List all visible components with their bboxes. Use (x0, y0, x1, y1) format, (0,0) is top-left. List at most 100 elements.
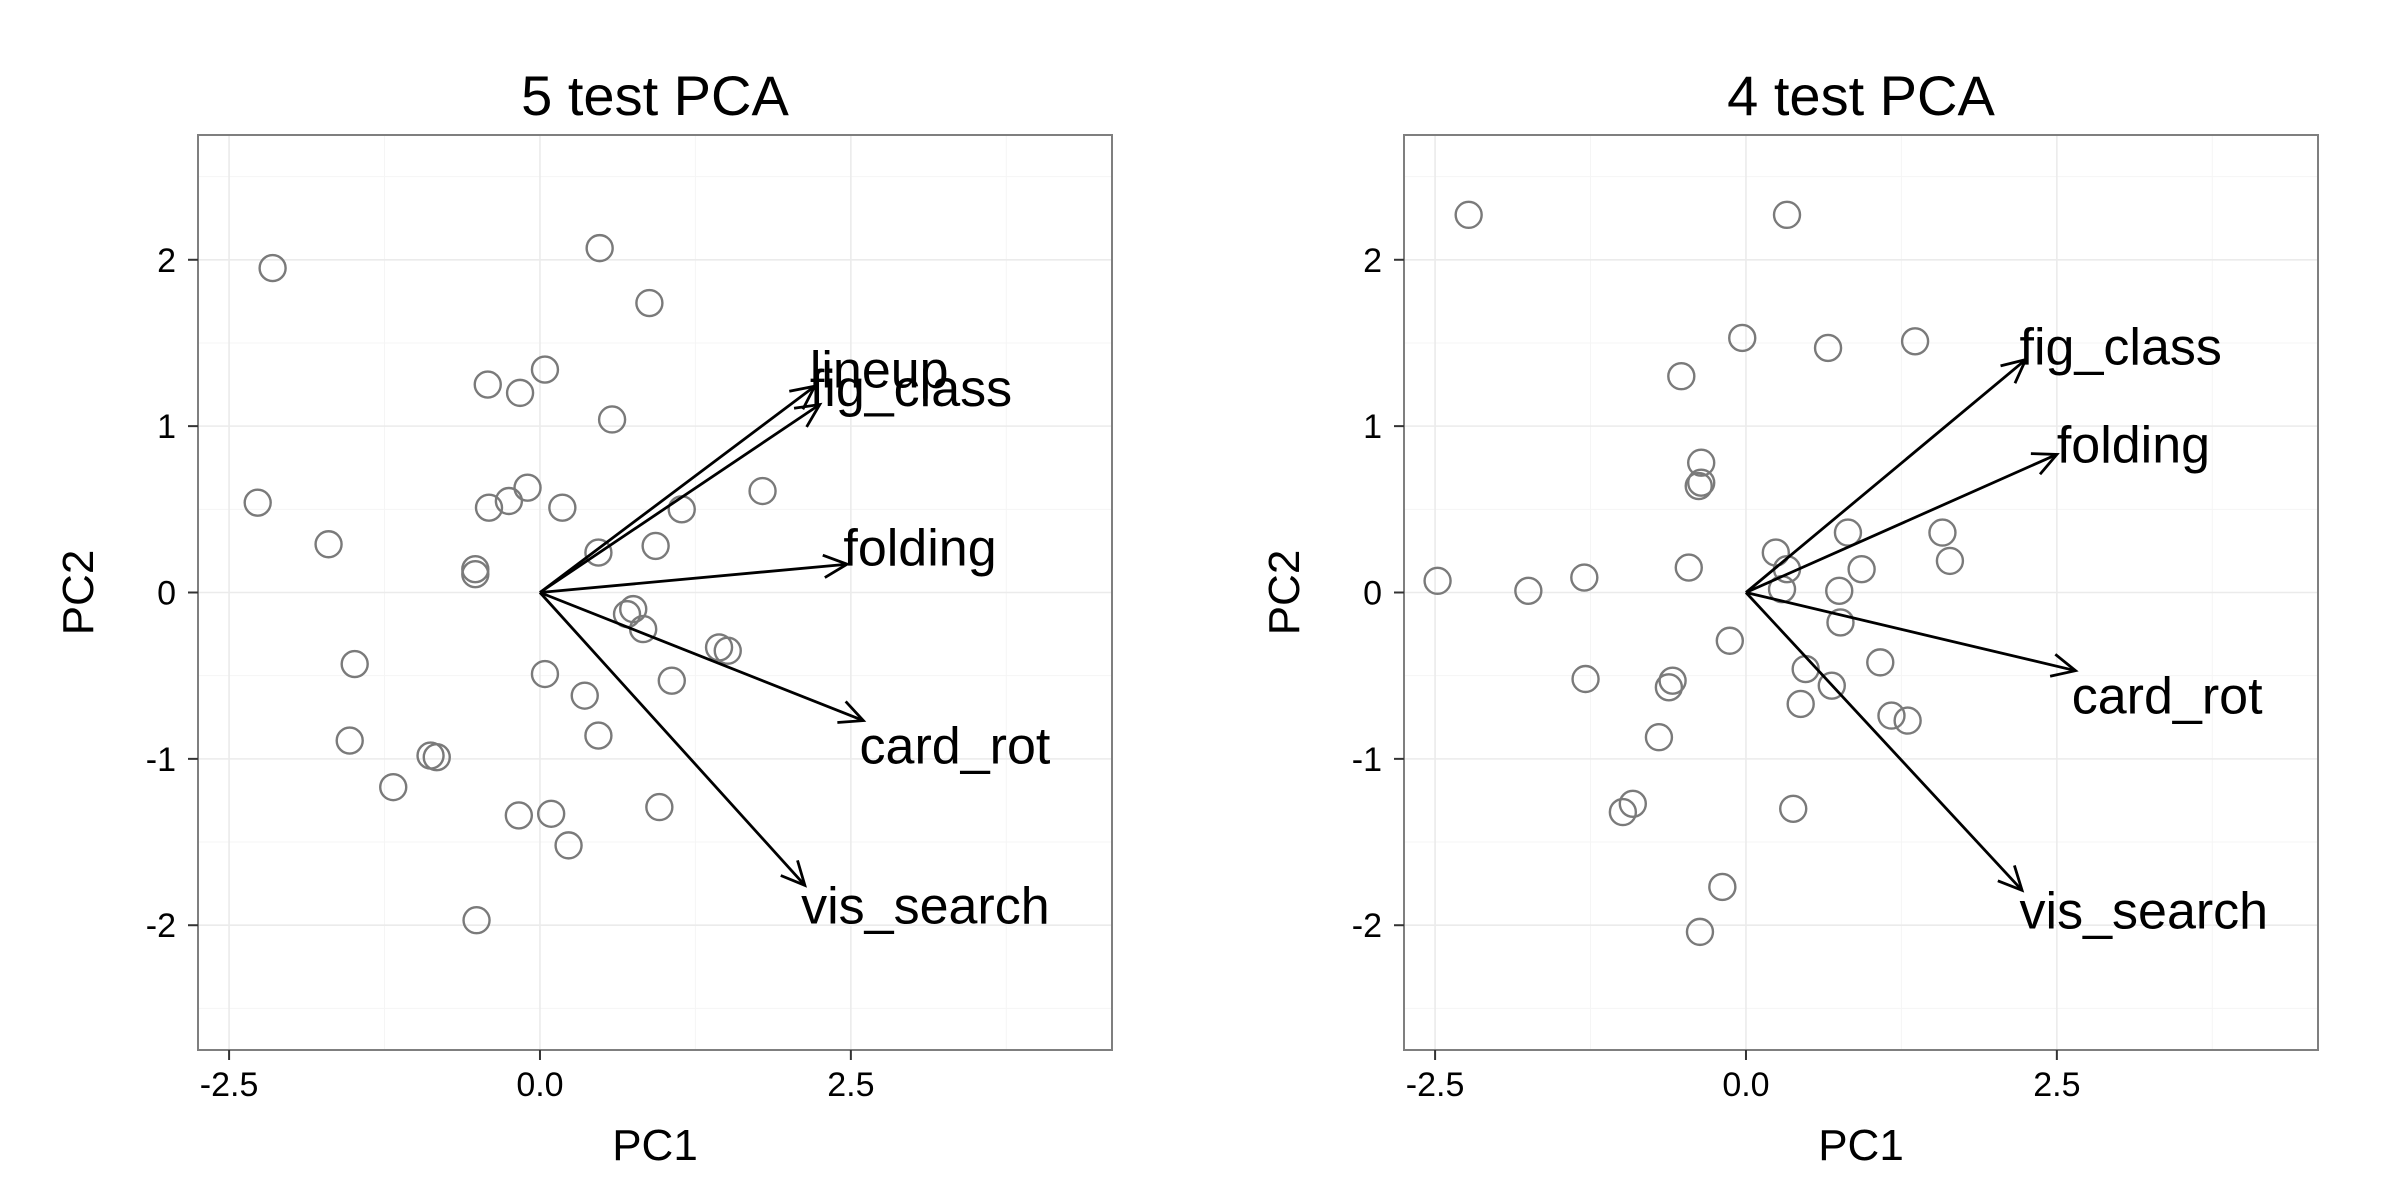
data-point (1813, 333, 1843, 363)
arrow-label: folding (2057, 416, 2210, 474)
data-point (1877, 701, 1906, 730)
data-point (1779, 794, 1808, 823)
y-tick-label: -2 (146, 907, 176, 945)
data-point (1684, 471, 1713, 501)
data-point (1685, 917, 1715, 947)
data-point (645, 792, 674, 822)
y-tick-label: 1 (157, 408, 176, 446)
y-tick-label: 2 (1363, 242, 1382, 280)
loading-arrow (1745, 591, 2076, 673)
data-point (1608, 797, 1638, 827)
loading-arrow (539, 385, 816, 594)
arrow-label: fig_class (810, 360, 1012, 418)
loading-arrow (1745, 358, 2027, 594)
arrow-label: vis_search (801, 877, 1050, 935)
data-point (243, 488, 272, 517)
data-point (1644, 723, 1674, 752)
data-point (513, 473, 542, 502)
data-point (1825, 576, 1854, 606)
y-axis-label: PC2 (1260, 550, 1309, 636)
x-tick-label: 2.5 (827, 1066, 874, 1104)
data-point (314, 530, 343, 559)
arrow-label: folding (843, 520, 996, 578)
arrow-head (837, 700, 867, 724)
data-point (1761, 538, 1791, 567)
y-tick-label: 0 (1363, 575, 1382, 613)
data-point (462, 906, 491, 935)
y-tick-label: 0 (157, 575, 176, 613)
arrow-label: fig_class (2020, 318, 2222, 376)
data-point (335, 726, 364, 755)
data-point (1454, 200, 1483, 230)
data-point (554, 831, 583, 860)
data-point (379, 772, 408, 802)
data-point (1658, 666, 1687, 695)
data-point (584, 538, 613, 567)
data-point (340, 649, 369, 679)
data-point (713, 636, 742, 665)
data-point (1935, 546, 1965, 576)
data-point (584, 721, 613, 750)
data-point (597, 405, 627, 434)
data-point (504, 801, 534, 830)
data-point (1687, 448, 1716, 477)
data-point (1618, 789, 1648, 818)
chart-title: 4 test PCA (1727, 64, 1995, 127)
data-point (1687, 468, 1716, 497)
y-axis-label: PC2 (54, 550, 103, 636)
data-point (1715, 626, 1745, 655)
data-point (530, 659, 560, 689)
arrow-head (1997, 865, 2025, 893)
data-point (422, 743, 451, 772)
arrow-head (789, 384, 818, 410)
data-point (1866, 648, 1895, 677)
y-tick-label: -1 (1352, 741, 1382, 779)
x-tick-label: 0.0 (516, 1066, 563, 1104)
arrow-label: lineup (810, 342, 949, 400)
data-point (1817, 671, 1846, 700)
x-tick-label: 2.5 (2033, 1066, 2080, 1104)
data-point (1833, 518, 1863, 547)
data-point (494, 486, 524, 516)
data-point (1893, 706, 1922, 735)
data-point (1654, 673, 1684, 702)
data-point (1708, 872, 1737, 902)
data-point (1772, 200, 1802, 230)
x-axis-label: PC1 (1818, 1121, 1904, 1170)
x-axis-label: PC1 (612, 1121, 698, 1170)
pca-panel-4-test: -2.5 0.0 2.5 -2 -1 0 1 2 4 test PCA PC1 PC2 fig_cla… (1260, 64, 2319, 1170)
data-point (474, 493, 504, 522)
arrow-label: vis_search (2020, 882, 2269, 940)
data-point (748, 476, 777, 506)
data-point (657, 666, 686, 695)
data-point (1786, 689, 1815, 719)
data-point (530, 355, 560, 384)
data-point (1667, 362, 1696, 391)
data-point (536, 799, 566, 828)
y-tick-label: 1 (1363, 408, 1382, 446)
arrow-label: card_rot (860, 718, 1051, 776)
data-point (461, 560, 490, 589)
data-point (1847, 555, 1876, 584)
loading-arrow (539, 591, 864, 722)
y-tick-label: 2 (157, 242, 176, 280)
data-point (1728, 323, 1757, 353)
loading-arrow (539, 562, 848, 594)
arrow-head (2000, 357, 2029, 384)
arrow-head (780, 859, 808, 888)
data-point (585, 233, 614, 263)
data-point (473, 370, 502, 399)
data-point (641, 531, 670, 561)
x-tick-label: 0.0 (1722, 1066, 1769, 1104)
data-point (1826, 608, 1855, 637)
data-point (1928, 518, 1957, 547)
data-point (548, 493, 577, 522)
arrow-label: card_rot (2072, 668, 2263, 726)
arrow-head (822, 553, 851, 579)
loading-arrow (1745, 453, 2058, 594)
loading-arrow (539, 403, 821, 594)
arrow-head (793, 402, 823, 428)
data-point (1674, 553, 1703, 582)
data-point (505, 378, 535, 408)
